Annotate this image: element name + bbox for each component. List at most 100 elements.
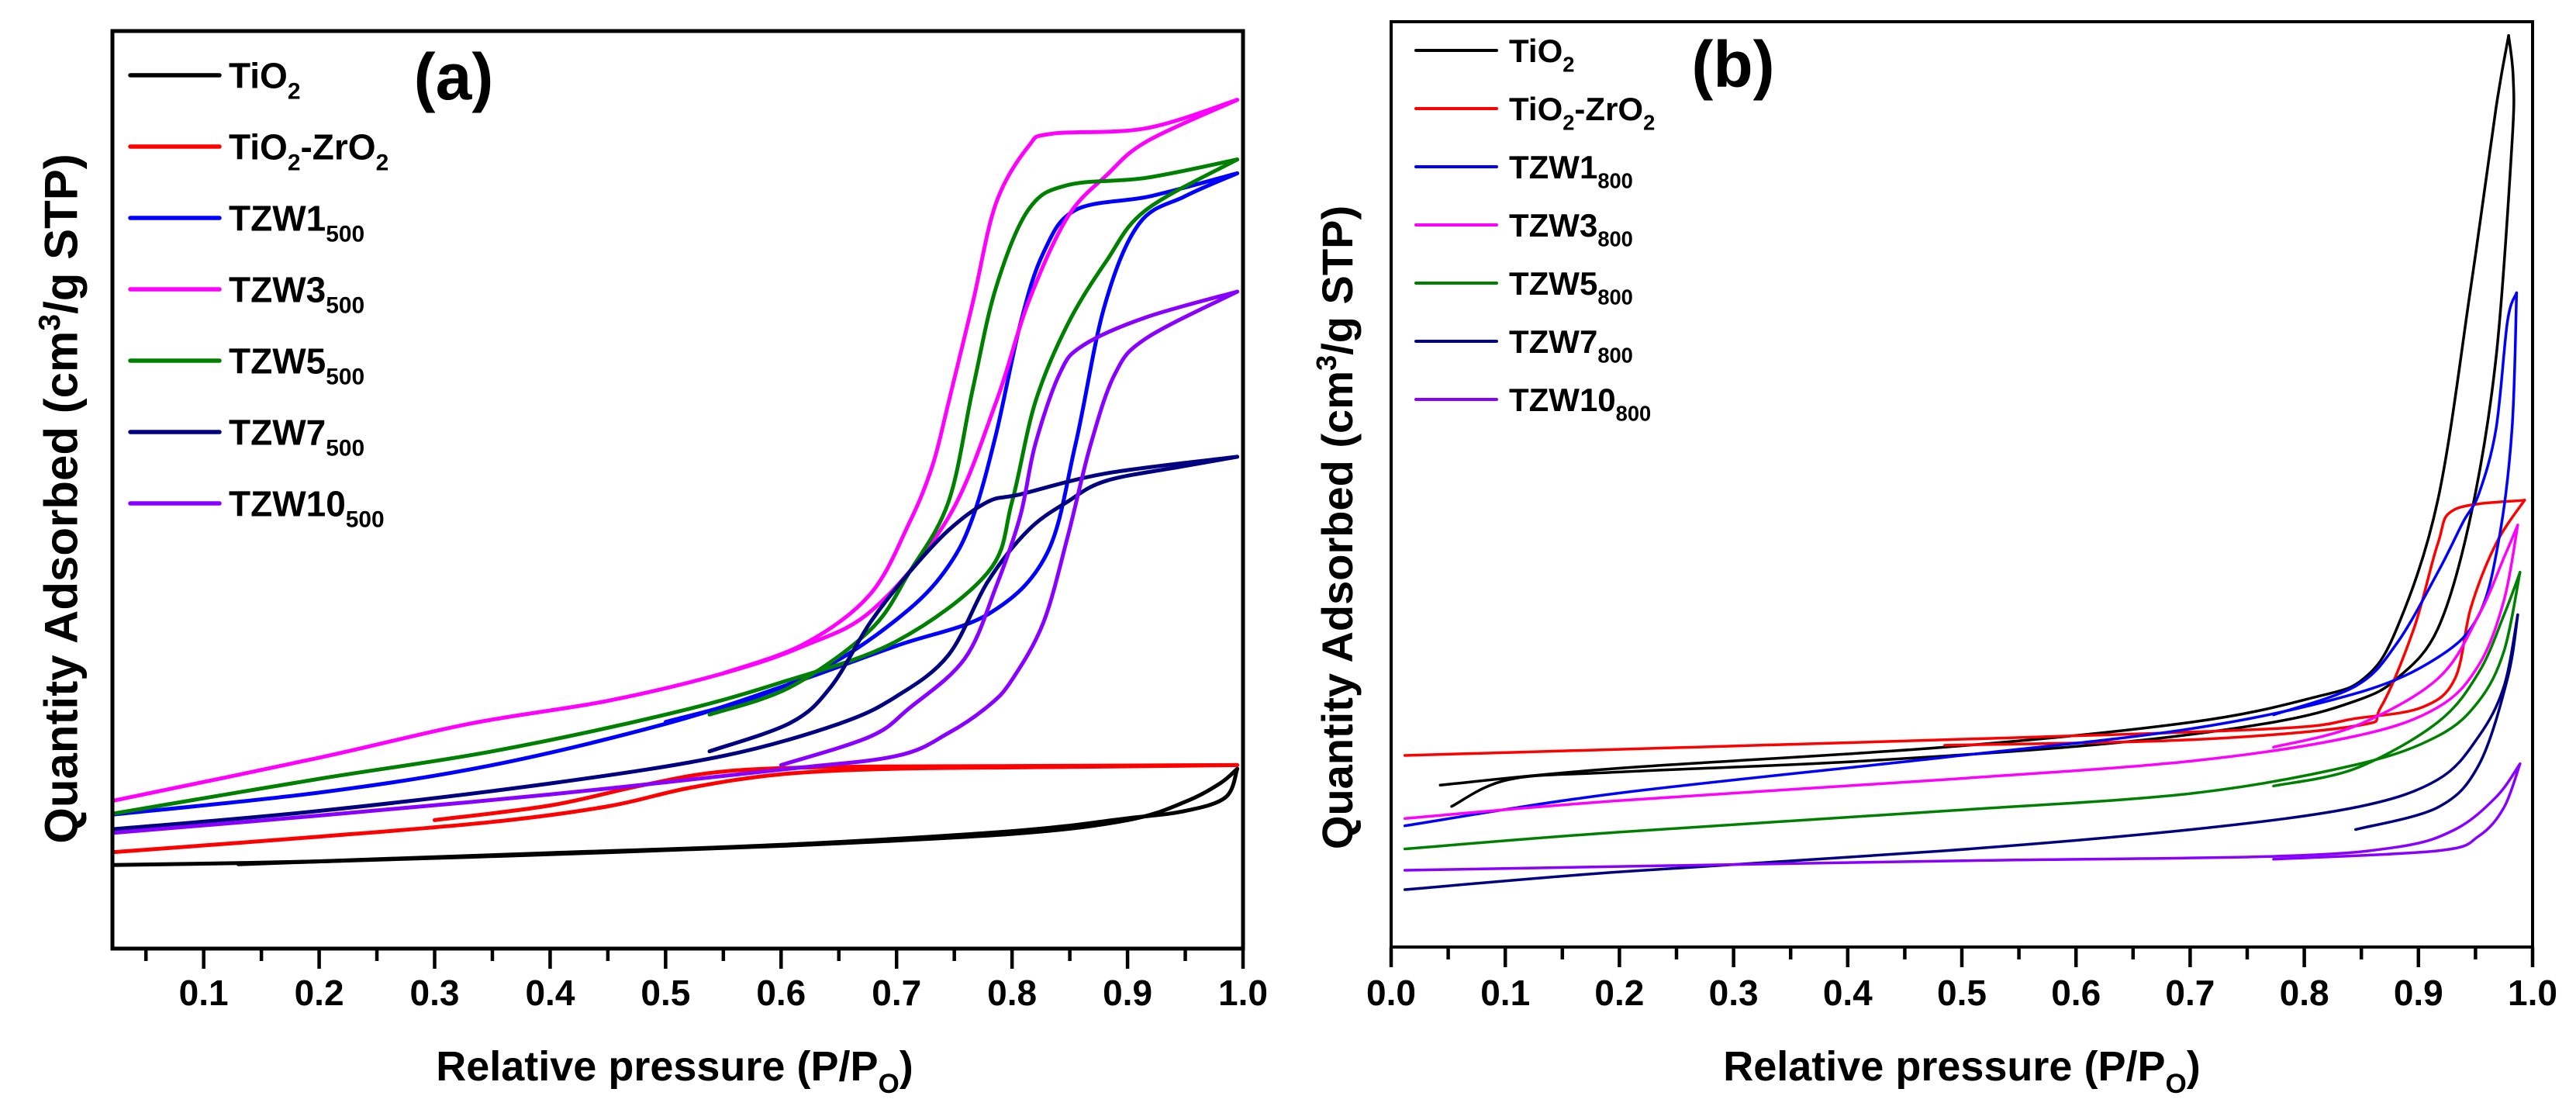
legend: TiO2TiO2-ZrO2TZW1800TZW3800TZW5800TZW780…	[1414, 33, 1655, 426]
text-segment: -ZrO	[300, 127, 375, 168]
text-segment: TZW7	[229, 413, 326, 453]
legend-label: TiO2-ZrO2	[229, 127, 388, 176]
subscript: 800	[1597, 227, 1633, 251]
series-6-adsorption-curve	[112, 289, 1240, 835]
x-tick-label: 0.7	[2165, 973, 2215, 1013]
text-segment: Quantity Adsorbed (cm	[1313, 371, 1362, 849]
subscript: O	[2166, 1069, 2187, 1099]
series-5-desorption-curve	[2354, 613, 2519, 831]
text-segment: TZW1	[229, 199, 326, 239]
text-segment: Quantity Adsorbed (cm	[36, 331, 88, 844]
legend-label: TiO2-ZrO2	[1509, 91, 1655, 135]
legend: TiO2TiO2-ZrO2TZW1500TZW3500TZW5500TZW750…	[128, 56, 388, 533]
legend-label: TZW10500	[229, 484, 385, 533]
series-2-adsorption-curve	[1403, 291, 2519, 828]
curves	[1403, 34, 2526, 891]
series-3-adsorption-curve	[1403, 524, 2519, 820]
legend-item: TZW10500	[128, 484, 385, 533]
text-segment: TiO	[229, 56, 288, 96]
panel-a: 0.1 0.2 0.3 0.4 0.5 0.6 0.7 0.8 0.9 1.0 Relative p…	[33, 29, 1268, 1099]
subscript: 800	[1616, 402, 1652, 426]
text-segment: TZW3	[229, 270, 326, 310]
x-tick-label: 0.2	[295, 973, 344, 1013]
legend-label: TZW7800	[1509, 323, 1633, 368]
x-tick-label: 0.3	[410, 973, 460, 1013]
x-tick-label: 0.8	[2280, 973, 2329, 1013]
x-tick-label: 0.4	[1823, 973, 1873, 1013]
text-segment: /g STP)	[36, 154, 88, 314]
series-4-desorption-curve	[2272, 571, 2522, 788]
legend-label: TiO2	[1509, 33, 1574, 77]
legend-item: TZW3800	[1414, 207, 1633, 251]
x-tick-label: 0.8	[987, 973, 1037, 1013]
series-4-adsorption-curve	[112, 157, 1240, 816]
series-6-desorption-curve	[2272, 762, 2522, 861]
x-tick-label: 0.0	[1366, 973, 1416, 1013]
x-tick-label: 0.1	[1480, 973, 1530, 1013]
text-segment: Relative pressure (P/P	[436, 1043, 878, 1090]
x-axis-title: Relative pressure (P/PO)	[436, 1043, 913, 1099]
legend-item: TZW5500	[128, 341, 364, 390]
legend-label: TZW5800	[1509, 265, 1633, 309]
superscript: 3	[33, 314, 67, 331]
subscript: 2	[376, 150, 389, 175]
subscript: 2	[288, 78, 301, 104]
subscript: 2	[1563, 53, 1574, 77]
subscript: 500	[346, 506, 385, 532]
superscript: 3	[1310, 355, 1342, 371]
panel-b: 0.0 0.1 0.2 0.3 0.4 0.5 0.6 0.7 0.8 0.9 1.0 Relativ…	[1310, 20, 2557, 1099]
series-0-adsorption-curve	[1438, 34, 2510, 786]
series-1-desorption-curve	[433, 762, 1240, 822]
text-segment: /g STP)	[1313, 206, 1362, 355]
series-5-adsorption-curve	[1403, 613, 2519, 891]
text-segment: -ZrO	[1574, 91, 1643, 127]
legend-label: TZW10800	[1509, 382, 1651, 426]
panel-label: (b)	[1691, 28, 1774, 101]
series-1-desorption-curve	[1943, 499, 2526, 747]
curves	[112, 98, 1240, 867]
legend-item: TiO2-ZrO2	[1414, 91, 1655, 135]
legend-item: TiO2-ZrO2	[128, 127, 388, 176]
x-axis-title: Relative pressure (P/PO)	[1723, 1043, 2201, 1099]
legend-item: TZW1800	[1414, 149, 1633, 193]
text-segment: TZW7	[1509, 323, 1597, 360]
series-5-desorption-curve	[707, 455, 1240, 754]
panel-label: (a)	[414, 40, 494, 113]
legend-item: TiO2	[1414, 33, 1574, 77]
subscript: 500	[326, 435, 364, 461]
text-segment: TiO	[1509, 91, 1563, 127]
x-tick-label: 0.9	[1103, 973, 1152, 1013]
x-tick-label: 0.9	[2394, 973, 2443, 1013]
series-6-adsorption-curve	[1403, 762, 2522, 872]
x-tick-label: 0.1	[179, 973, 229, 1013]
series-0-desorption-curve	[1450, 34, 2516, 808]
legend-label: TZW1500	[229, 199, 364, 247]
text-segment: )	[2187, 1043, 2201, 1090]
series-0-desorption-curve	[236, 766, 1240, 866]
x-tick-label: 0.4	[525, 973, 575, 1013]
series-1-adsorption-curve	[1403, 499, 2526, 757]
legend-label: TZW5500	[229, 341, 364, 390]
series-4-desorption-curve	[707, 157, 1240, 717]
subscript: 500	[326, 292, 364, 318]
series-3-adsorption-curve	[112, 98, 1240, 803]
series-4-adsorption-curve	[1403, 571, 2522, 851]
x-tick-label: 0.5	[1937, 973, 1987, 1013]
series-2-desorption-curve	[2272, 291, 2519, 717]
subscript: 500	[326, 221, 364, 247]
series-5-adsorption-curve	[112, 455, 1240, 831]
legend-label: TZW3800	[1509, 207, 1633, 251]
legend-item: TZW10800	[1414, 382, 1651, 426]
legend-item: TZW1500	[128, 199, 364, 247]
series-6-desorption-curve	[779, 289, 1240, 767]
text-segment: )	[900, 1043, 913, 1090]
text-segment: TZW3	[1509, 207, 1597, 244]
text-segment: Relative pressure (P/P	[1723, 1043, 2165, 1090]
text-segment: TZW10	[229, 484, 346, 524]
x-tick-label: 0.6	[2051, 973, 2101, 1013]
legend-item: TZW5800	[1414, 265, 1633, 309]
text-segment: TiO	[1509, 33, 1563, 69]
plot-frame	[110, 29, 1245, 951]
series-2-desorption-curve	[663, 171, 1240, 724]
